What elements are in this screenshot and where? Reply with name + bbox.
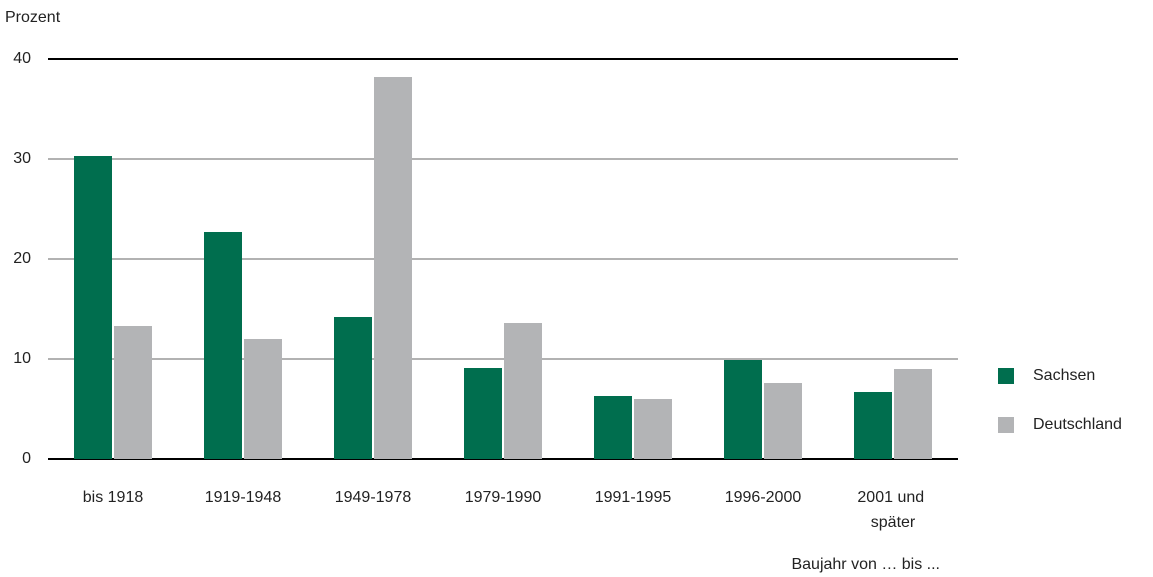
bar xyxy=(764,383,802,459)
legend-swatch xyxy=(998,417,1014,433)
x-axis-label: Baujahr von … bis ... xyxy=(791,556,940,573)
legend-swatch xyxy=(998,368,1014,384)
bar xyxy=(204,232,242,459)
bar xyxy=(374,77,412,459)
x-tick-label: 1949-1978 xyxy=(335,489,412,506)
legend-label: Deutschland xyxy=(1033,416,1122,433)
x-tick-label: 1991-1995 xyxy=(595,489,672,506)
y-tick-label: 30 xyxy=(13,150,31,167)
bar xyxy=(634,399,672,459)
bar xyxy=(244,339,282,459)
y-tick-label: 20 xyxy=(13,250,31,267)
x-tick-label: 1996-2000 xyxy=(725,489,802,506)
y-axis-label: Prozent xyxy=(5,9,61,26)
bar xyxy=(854,392,892,459)
bar xyxy=(594,396,632,459)
bar xyxy=(894,369,932,459)
bar xyxy=(504,323,542,459)
bar xyxy=(724,360,762,459)
bar xyxy=(464,368,502,459)
y-tick-label: 10 xyxy=(13,350,31,367)
bar xyxy=(114,326,152,459)
x-tick-label: 1919-1948 xyxy=(205,489,282,506)
bar xyxy=(334,317,372,459)
y-tick-label: 40 xyxy=(13,50,31,67)
x-tick-label: bis 1918 xyxy=(83,489,144,506)
y-tick-label: 0 xyxy=(22,450,31,467)
bar xyxy=(74,156,112,459)
x-tick-label: 1979-1990 xyxy=(465,489,542,506)
x-tick-label: 2001 und später xyxy=(857,489,928,531)
legend-label: Sachsen xyxy=(1033,367,1095,384)
